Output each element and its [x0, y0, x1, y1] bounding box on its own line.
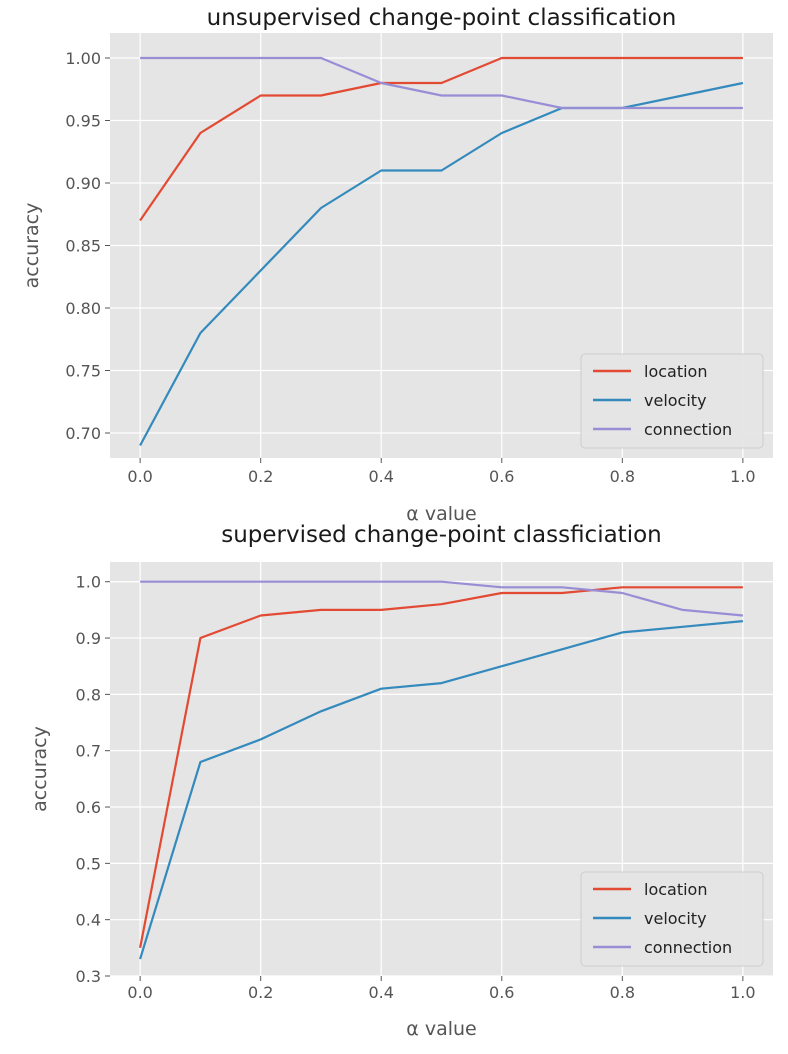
y-tick-label: 1.00 — [65, 49, 101, 68]
x-tick-label: 0.6 — [489, 467, 514, 486]
series-line-velocity — [139, 620, 744, 960]
x-axis-label: α value — [406, 1018, 476, 1040]
legend-box — [580, 353, 764, 449]
y-axis-label: accuracy — [21, 203, 43, 289]
x-tick-label: 0.6 — [489, 983, 514, 1002]
y-tick-label: 0.6 — [76, 798, 101, 817]
y-tick-label: 0.3 — [76, 967, 101, 986]
legend-label-location: location — [644, 362, 707, 381]
y-tick-label: 0.5 — [76, 854, 101, 873]
x-tick-label: 0.8 — [610, 983, 635, 1002]
y-tick-label: 0.8 — [76, 685, 101, 704]
x-tick-label: 0.2 — [248, 983, 273, 1002]
legend: location velocity connection — [580, 353, 764, 449]
series-line-location — [139, 56, 743, 222]
series-line-connection — [140, 580, 744, 617]
legend-label-connection: connection — [644, 420, 732, 439]
x-tick-label: 0.2 — [248, 467, 273, 486]
y-axis-label: accuracy — [29, 726, 51, 812]
series-line-location — [139, 586, 743, 949]
y-tick-label: 0.90 — [65, 174, 101, 193]
y-tick-label: 0.9 — [76, 629, 101, 648]
chart-panel-1: 0.0 0.2 0.4 0.6 0.8 1.0 0.70 0.75 0.80 0.85 0.90 0.… — [21, 5, 773, 525]
y-tick-label: 0.80 — [65, 299, 101, 318]
y-tick-label: 0.85 — [65, 237, 101, 256]
legend-label-location: location — [644, 880, 707, 899]
y-tick-label: 0.75 — [65, 362, 101, 381]
x-tick-label: 0.0 — [127, 983, 152, 1002]
y-tick-label: 0.7 — [76, 742, 101, 761]
y-tick-label: 0.95 — [65, 112, 101, 131]
legend-label-connection: connection — [644, 938, 732, 957]
x-tick-label: 0.8 — [610, 467, 635, 486]
x-tick-label: 0.4 — [369, 983, 394, 1002]
legend: location velocity connection — [580, 871, 764, 967]
x-tick-label: 1.0 — [730, 983, 755, 1002]
legend-label-velocity: velocity — [644, 909, 707, 928]
legend-label-velocity: velocity — [644, 391, 707, 410]
y-tick-label: 1.0 — [76, 573, 101, 592]
series-line-velocity — [139, 81, 744, 447]
legend-box — [580, 871, 764, 967]
chart-panel-2: 0.0 0.2 0.4 0.6 0.8 1.0 0.3 0.4 0.5 0.6 0.7 0.8 0.9 1… — [29, 522, 773, 1040]
chart-title: unsupervised change-point classification — [207, 5, 677, 31]
x-tick-label: 0.4 — [369, 467, 394, 486]
x-tick-label: 0.0 — [127, 467, 152, 486]
y-tick-label: 0.70 — [65, 424, 101, 443]
x-tick-label: 1.0 — [730, 467, 755, 486]
x-axis-label: α value — [406, 503, 476, 525]
series-line-connection — [140, 56, 743, 110]
y-tick-label: 0.4 — [76, 911, 101, 930]
chart-title: supervised change-point classficiation — [221, 522, 662, 548]
